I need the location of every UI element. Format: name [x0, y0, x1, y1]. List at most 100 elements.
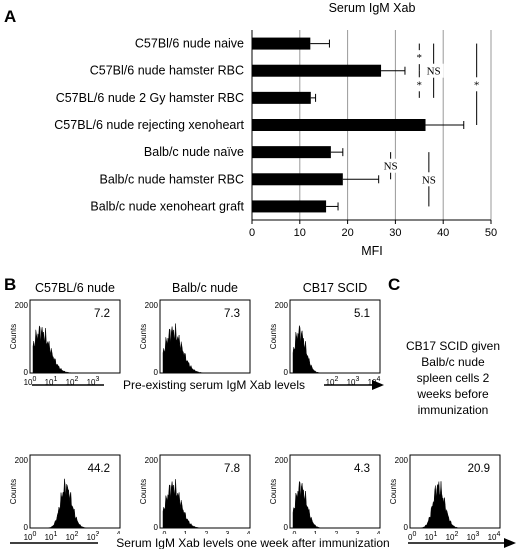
significance-label-4: NS [384, 161, 398, 173]
y-tick-bottom-b-r2-c1: 0 [24, 523, 29, 532]
y-axis-label-b-r2-c1: Counts [9, 479, 18, 504]
panel-a-letter: A [4, 7, 16, 26]
y-axis-label-b-r1-c3: Counts [269, 324, 278, 349]
c-note-line-2: Balb/c nude [421, 355, 485, 369]
x-tick-label-4: 40 [437, 227, 449, 239]
significance-label-0: * [417, 52, 423, 64]
category-label-6: Balb/c nude xenoheart graft [90, 199, 244, 213]
x-tick-b-r1-c1-3: 103 [87, 376, 100, 387]
histogram-frame-b-r2-c1 [29, 454, 121, 529]
significance-bg-0 [413, 50, 426, 65]
histogram-value-b-r2-c3: 4.3 [354, 463, 370, 475]
x-tick-b-r2-c1-0: 100 [24, 531, 37, 542]
significance-label-5: NS [422, 174, 436, 186]
bar-0 [252, 37, 311, 50]
y-tick-top-b-r1-c2: 200 [145, 301, 159, 310]
y-tick-top-b-r2-c3: 200 [275, 456, 289, 465]
y-tick-bottom-b-r2-c2: 0 [154, 523, 159, 532]
x-tick-b-r1-c3-2: 102 [326, 376, 339, 387]
bar-4 [252, 146, 331, 159]
y-tick-top-b-r2-c2: 200 [145, 456, 159, 465]
histogram-value-b-r2-c2: 7.8 [224, 463, 240, 475]
bar-2 [252, 91, 311, 104]
histogram-value-b-r1-c2: 7.3 [224, 308, 240, 320]
c-note-line-3: spleen cells 2 [417, 371, 490, 385]
panel-c-note: CB17 SCID given Balb/c nude spleen cells… [406, 339, 500, 417]
histogram-fill-b-r1-c1 [32, 325, 117, 374]
category-label-1: C57Bl/6 nude hamster RBC [90, 64, 244, 78]
row2-caption-bg [98, 534, 408, 549]
x-tick-c-hist-2: 102 [446, 531, 459, 542]
x-tick-c-hist-3: 103 [467, 531, 480, 542]
y-axis-label-c-hist: Counts [389, 479, 398, 504]
bar-1 [252, 64, 382, 77]
bar-6 [252, 200, 327, 213]
row2-caption: Serum IgM Xab levels one week after immu… [116, 536, 389, 549]
x-tick-label-2: 20 [341, 227, 353, 239]
histogram-frame-b-r1-c2 [159, 299, 251, 374]
x-tick-label-1: 10 [294, 227, 306, 239]
y-tick-bottom-c-hist: 0 [404, 523, 409, 532]
x-tick-c-hist-4: 104 [488, 531, 501, 542]
histogram-fill-b-r1-c3 [292, 325, 377, 374]
panel-c-letter: C [388, 275, 400, 294]
chart-title: Serum IgM Xab [329, 1, 416, 15]
c-note-line-1: CB17 SCID given [406, 339, 500, 353]
significance-label-1: * [417, 79, 423, 91]
c-note-line-4: weeks before [416, 387, 489, 401]
category-label-0: C57Bl/6 nude naive [135, 37, 244, 51]
row1-caption: Pre-existing serum IgM Xab levels [123, 378, 305, 392]
x-tick-b-r1-c1-0: 100 [24, 376, 37, 387]
histogram-frame-b-r2-c2 [159, 454, 251, 529]
y-tick-top-b-r1-c1: 200 [15, 301, 29, 310]
bar-3 [252, 119, 426, 131]
histogram-fill-b-r1-c2 [162, 323, 247, 374]
y-tick-bottom-b-r1-c2: 0 [154, 368, 159, 377]
histogram-b-r2-c2: 7.82000Counts100101102103104 [139, 454, 251, 542]
category-label-2: C57BL/6 nude 2 Gy hamster RBC [56, 91, 244, 105]
histogram-frame-b-r2-c3 [289, 454, 381, 529]
histogram-value-b-r1-c3: 5.1 [354, 308, 370, 320]
y-tick-top-b-r2-c1: 200 [15, 456, 29, 465]
x-tick-b-r1-c1-1: 101 [45, 376, 58, 387]
x-tick-b-r2-c1-3: 103 [87, 531, 100, 542]
histogram-c-hist: 20.9 200 0 Counts 100 101 102 103 104 [389, 454, 501, 542]
histogram-b-r2-c1: 44.22000Counts100101102103104 [9, 454, 121, 542]
x-tick-c-hist-0: 100 [404, 531, 417, 542]
y-axis-label-b-r1-c1: Counts [9, 324, 18, 349]
histogram-b-r2-c3: 4.32000Counts100101102103104 [269, 454, 381, 542]
bar-5 [252, 173, 343, 186]
histogram-fill-b-r2-c2 [162, 479, 247, 529]
category-label-5: Balb/c nude hamster RBC [99, 172, 244, 186]
x-tick-b-r2-c1-1: 101 [45, 531, 58, 542]
y-axis-label-b-r1-c2: Counts [139, 324, 148, 349]
histogram-title-b-r1-c3: CB17 SCID [303, 281, 368, 295]
y-tick-bottom-b-r2-c3: 0 [284, 523, 289, 532]
histogram-fill-b-r2-c1 [33, 478, 117, 529]
bar-chart: 0 10 20 30 40 50 C57Bl/6 nude naive C57Bl/6 nud… [54, 30, 497, 239]
row1-arrow-head [372, 380, 384, 390]
x-tick-b-r1-c3-3: 103 [347, 376, 360, 387]
histogram-fill-b-r2-c3 [292, 480, 377, 529]
c-note-line-5: immunization [418, 403, 489, 417]
significance-label-2: NS [427, 66, 441, 78]
significance-bg-4 [380, 158, 401, 173]
x-tick-label-5: 50 [485, 227, 497, 239]
histogram-value-b-r2-c1: 44.2 [88, 463, 110, 475]
significance-bg-5 [418, 172, 439, 187]
y-tick-bottom-b-r1-c3: 0 [284, 368, 289, 377]
y-tick-top-c-hist: 200 [395, 456, 409, 465]
histogram-frame-c-hist [409, 454, 501, 529]
x-tick-label-3: 30 [389, 227, 401, 239]
y-tick-bottom-b-r1-c1: 0 [24, 368, 29, 377]
x-tick-b-r2-c1-2: 102 [66, 531, 79, 542]
category-label-4: Balb/c nude naïve [144, 145, 244, 159]
x-tick-label-0: 0 [249, 227, 255, 239]
histogram-title-b-r1-c1: C57BL/6 nude [35, 281, 115, 295]
x-axis-label: MFI [361, 244, 383, 258]
x-tick-b-r1-c1-2: 102 [66, 376, 79, 387]
